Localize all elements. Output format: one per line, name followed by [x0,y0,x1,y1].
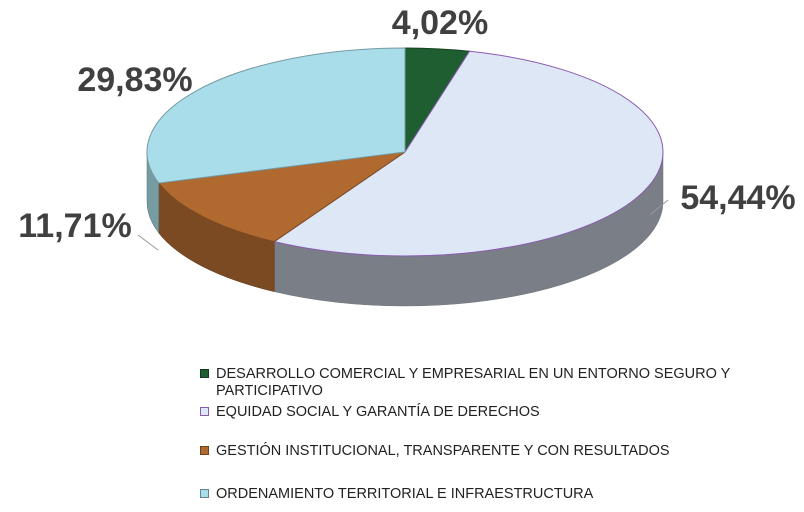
legend-item: DESARROLLO COMERCIAL Y EMPRESARIAL EN UN… [200,366,760,400]
legend-swatch [200,446,209,455]
legend-item: EQUIDAD SOCIAL Y GARANTÍA DE DERECHOS [200,404,760,421]
legend-label: GESTIÓN INSTITUCIONAL, TRANSPARENTE Y CO… [216,443,670,459]
data-label: 29,83% [77,61,192,99]
data-label: 4,02% [392,4,488,42]
data-label: 54,44% [680,179,795,217]
legend-swatch [200,369,209,378]
legend-swatch [200,489,209,498]
chart: 4,02% 54,44% 11,71% 29,83% [18,4,796,307]
leader-line [137,234,159,251]
leader-line [649,199,669,216]
legend-swatch [200,407,209,416]
legend: DESARROLLO COMERCIAL Y EMPRESARIAL EN UN… [200,366,760,512]
legend-item: ORDENAMIENTO TERRITORIAL E INFRAESTRUCTU… [200,486,760,503]
slice [146,47,406,184]
legend-label: DESARROLLO COMERCIAL Y EMPRESARIAL EN UN… [216,366,731,399]
data-label: 11,71% [18,207,131,245]
slice [273,50,664,257]
slice [157,151,406,243]
legend-label: EQUIDAD SOCIAL Y GARANTÍA DE DERECHOS [216,404,540,420]
legend-item: GESTIÓN INSTITUCIONAL, TRANSPARENTE Y CO… [200,443,760,460]
legend-label: ORDENAMIENTO TERRITORIAL E INFRAESTRUCTU… [216,486,594,502]
